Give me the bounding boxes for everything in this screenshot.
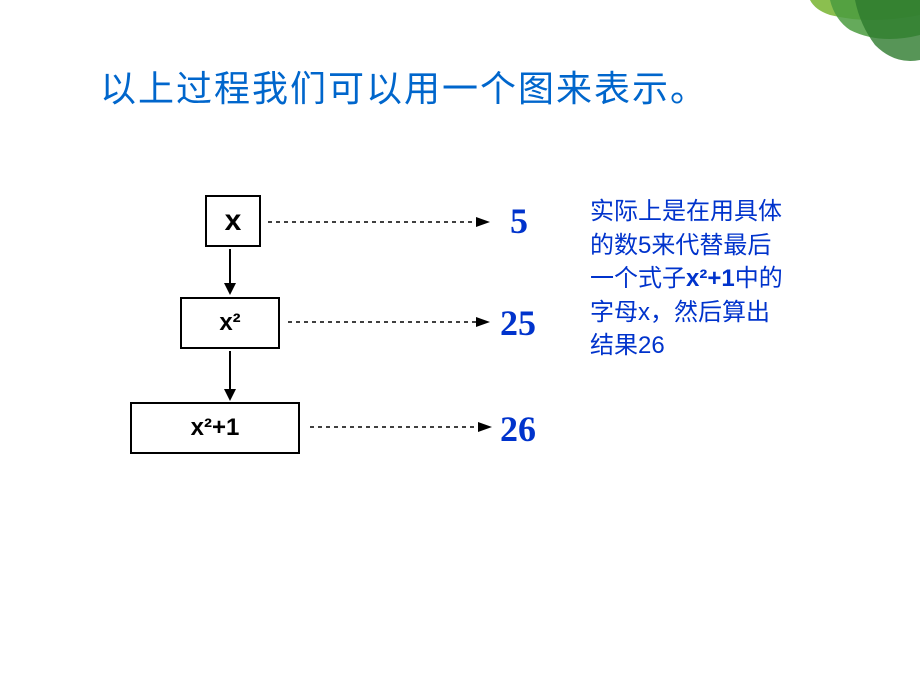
corner-decoration bbox=[770, 0, 920, 80]
value-text-2: 26 bbox=[500, 409, 536, 449]
page-title: 以上过程我们可以用一个图来表示。 bbox=[100, 60, 708, 112]
dotted-arrow-1 bbox=[268, 214, 498, 230]
exp-line5: 结果26 bbox=[590, 329, 783, 363]
flowchart-box-x: x bbox=[205, 195, 261, 247]
value-text-0: 5 bbox=[510, 201, 528, 241]
box-label-2: x²+1 bbox=[191, 414, 240, 442]
value-text-1: 25 bbox=[500, 303, 536, 343]
dotted-arrow-2 bbox=[288, 314, 498, 330]
value-25: 25 bbox=[500, 302, 536, 344]
value-26: 26 bbox=[500, 408, 536, 450]
arrow-down-1 bbox=[220, 249, 240, 299]
dotted-arrow-3 bbox=[310, 419, 500, 435]
title-text: 以上过程我们可以用一个图来表示。 bbox=[100, 68, 708, 109]
flowchart-box-x2plus1: x²+1 bbox=[130, 402, 300, 454]
exp-line3: 一个式子x²+1中的 bbox=[590, 262, 783, 296]
exp-line3-post: 中的 bbox=[735, 265, 783, 292]
exp-line4: 字母x，然后算出 bbox=[590, 296, 783, 330]
flowchart-box-x2: x² bbox=[180, 297, 280, 349]
box-label-1: x² bbox=[219, 309, 240, 337]
value-5: 5 bbox=[510, 200, 528, 242]
exp-line3-bold: x²+1 bbox=[686, 265, 735, 292]
arrow-down-2 bbox=[220, 351, 240, 405]
exp-line1: 实际上是在用具体 bbox=[590, 195, 783, 229]
exp-line2: 的数5来代替最后 bbox=[590, 229, 783, 263]
box-label-0: x bbox=[225, 204, 242, 238]
explanation-text: 实际上是在用具体 的数5来代替最后 一个式子x²+1中的 字母x，然后算出 结果… bbox=[590, 195, 783, 363]
exp-line3-pre: 一个式子 bbox=[590, 265, 686, 292]
